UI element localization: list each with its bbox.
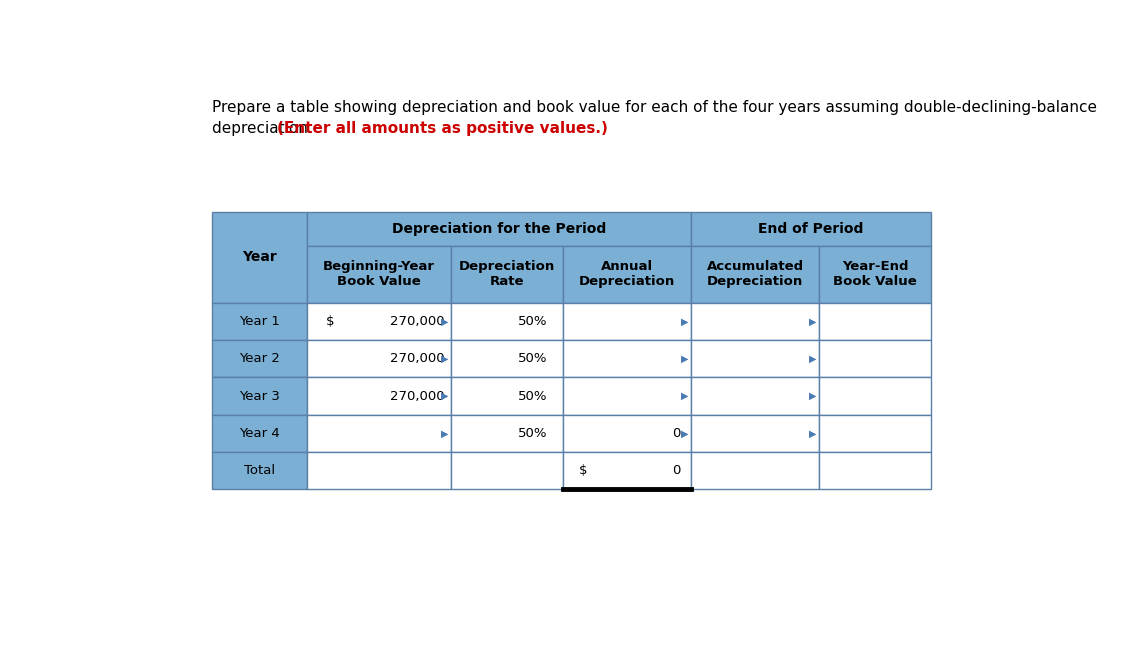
Text: ▶: ▶ bbox=[441, 391, 449, 401]
Text: depreciation.: depreciation. bbox=[212, 121, 317, 136]
Bar bbox=[563, 415, 692, 452]
Text: Year 2: Year 2 bbox=[239, 352, 280, 365]
Text: $: $ bbox=[326, 315, 335, 328]
Bar bbox=[820, 340, 931, 377]
Bar bbox=[212, 303, 307, 340]
Text: (Enter all amounts as positive values.): (Enter all amounts as positive values.) bbox=[277, 121, 608, 136]
Bar bbox=[563, 303, 692, 340]
Bar bbox=[452, 245, 563, 303]
Bar bbox=[692, 415, 820, 452]
Text: 0: 0 bbox=[672, 427, 680, 440]
Text: Prepare a table showing depreciation and book value for each of the four years a: Prepare a table showing depreciation and… bbox=[212, 100, 1097, 115]
Text: ▶: ▶ bbox=[681, 391, 688, 401]
Bar bbox=[563, 377, 692, 415]
Bar bbox=[212, 377, 307, 415]
Text: Accumulated
Depreciation: Accumulated Depreciation bbox=[706, 260, 804, 288]
Bar bbox=[692, 245, 820, 303]
Bar bbox=[307, 212, 692, 245]
Bar bbox=[212, 340, 307, 377]
Text: Total: Total bbox=[243, 464, 275, 477]
Text: ▶: ▶ bbox=[809, 317, 817, 326]
Bar bbox=[212, 452, 307, 490]
Bar bbox=[563, 452, 692, 490]
Text: ▶: ▶ bbox=[681, 354, 688, 364]
Text: Depreciation
Rate: Depreciation Rate bbox=[460, 260, 556, 288]
Bar bbox=[307, 340, 452, 377]
Text: Year: Year bbox=[242, 251, 276, 264]
Text: ▶: ▶ bbox=[681, 428, 688, 439]
Text: End of Period: End of Period bbox=[758, 222, 864, 236]
Bar bbox=[307, 245, 452, 303]
Text: ▶: ▶ bbox=[681, 317, 688, 326]
Text: Year 1: Year 1 bbox=[239, 315, 280, 328]
Text: ▶: ▶ bbox=[809, 354, 817, 364]
Bar bbox=[563, 340, 692, 377]
Bar bbox=[820, 415, 931, 452]
Text: 270,000: 270,000 bbox=[389, 352, 445, 365]
Bar bbox=[692, 303, 820, 340]
Text: ▶: ▶ bbox=[809, 391, 817, 401]
Bar bbox=[452, 340, 563, 377]
Bar bbox=[692, 212, 931, 245]
Text: 0: 0 bbox=[672, 464, 680, 477]
Bar bbox=[452, 377, 563, 415]
Text: 50%: 50% bbox=[517, 352, 547, 365]
Text: ▶: ▶ bbox=[809, 428, 817, 439]
Text: ▶: ▶ bbox=[441, 354, 449, 364]
Bar bbox=[563, 245, 692, 303]
Text: Annual
Depreciation: Annual Depreciation bbox=[580, 260, 676, 288]
Text: 270,000: 270,000 bbox=[389, 315, 445, 328]
Bar bbox=[307, 303, 452, 340]
Text: 50%: 50% bbox=[517, 390, 547, 402]
Bar bbox=[820, 452, 931, 490]
Bar bbox=[692, 377, 820, 415]
Text: 50%: 50% bbox=[517, 427, 547, 440]
Bar bbox=[820, 303, 931, 340]
Bar bbox=[307, 415, 452, 452]
Text: Year 4: Year 4 bbox=[239, 427, 280, 440]
Text: ▶: ▶ bbox=[441, 317, 449, 326]
Text: Year 3: Year 3 bbox=[239, 390, 280, 402]
Bar bbox=[452, 415, 563, 452]
Bar bbox=[692, 452, 820, 490]
Bar bbox=[820, 245, 931, 303]
Bar bbox=[452, 452, 563, 490]
Text: Depreciation for the Period: Depreciation for the Period bbox=[392, 222, 606, 236]
Bar bbox=[692, 340, 820, 377]
Bar bbox=[212, 415, 307, 452]
Text: $: $ bbox=[578, 464, 588, 477]
Text: ▶: ▶ bbox=[441, 428, 449, 439]
Bar bbox=[452, 303, 563, 340]
Bar bbox=[212, 212, 307, 303]
Bar bbox=[820, 377, 931, 415]
Text: Year-End
Book Value: Year-End Book Value bbox=[833, 260, 917, 288]
Text: Beginning-Year
Book Value: Beginning-Year Book Value bbox=[323, 260, 435, 288]
Text: 270,000: 270,000 bbox=[389, 390, 445, 402]
Text: 50%: 50% bbox=[517, 315, 547, 328]
Bar bbox=[307, 452, 452, 490]
Bar bbox=[307, 377, 452, 415]
